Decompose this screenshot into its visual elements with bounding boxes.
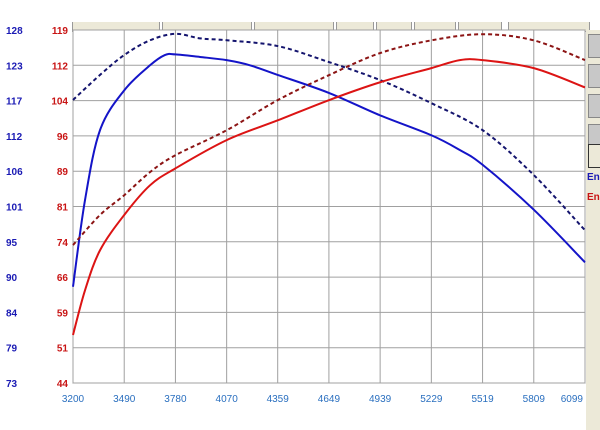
x-tick-label: 5519 [471, 394, 494, 405]
y-tick-label-blue: 106 [6, 167, 23, 178]
side-button[interactable] [588, 64, 600, 88]
x-tick-label: 3780 [164, 394, 187, 405]
x-tick-label: 4070 [216, 394, 239, 405]
y-tick-label-red: 81 [57, 203, 69, 214]
y-tick-label-red: 44 [57, 379, 69, 390]
y-tick-label-red: 74 [57, 238, 69, 249]
y-tick-label-red: 59 [57, 308, 69, 319]
y-tick-label-red: 89 [57, 167, 69, 178]
series-line-red-solid [72, 58, 586, 336]
series-line-blue-dashed [72, 32, 586, 231]
y-tick-label-blue: 90 [6, 273, 18, 284]
side-button[interactable] [588, 34, 600, 58]
x-tick-label: 4649 [318, 394, 341, 405]
y-tick-label-blue: 95 [6, 238, 18, 249]
side-button[interactable] [588, 94, 600, 118]
series-line-red-dashed [72, 33, 586, 246]
x-tick-label: 5809 [523, 394, 546, 405]
x-tick-label: 3200 [62, 394, 85, 405]
side-panel: En En [586, 30, 600, 430]
side-button[interactable] [588, 144, 600, 168]
x-tick-label: 3490 [113, 394, 136, 405]
x-tick-label: 4359 [267, 394, 290, 405]
y-tick-label-red: 96 [57, 132, 69, 143]
y-tick-label-blue: 128 [6, 26, 23, 37]
x-tick-label: 6099 [561, 394, 584, 405]
x-tick-label: 4939 [369, 394, 392, 405]
legend-label-red: En [587, 192, 600, 203]
y-tick-label-blue: 117 [6, 97, 23, 108]
y-tick-label-blue: 101 [6, 203, 23, 214]
series-line-blue-solid [72, 52, 586, 287]
y-tick-label-blue: 123 [6, 61, 23, 72]
y-tick-label-red: 112 [52, 61, 69, 72]
y-tick-label-blue: 79 [6, 344, 18, 355]
y-tick-label-red: 66 [57, 273, 69, 284]
y-tick-label-blue: 73 [6, 379, 18, 390]
legend-label-blue: En [587, 172, 600, 183]
y-tick-label-red: 119 [52, 26, 69, 37]
y-tick-label-blue: 84 [6, 308, 18, 319]
y-tick-label-red: 51 [57, 344, 69, 355]
y-tick-label-blue: 112 [6, 132, 23, 143]
y-tick-label-red: 104 [51, 97, 68, 108]
x-tick-label: 5229 [420, 394, 443, 405]
